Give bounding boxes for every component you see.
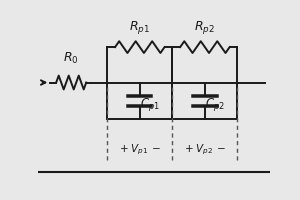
Text: $C_{p2}$: $C_{p2}$ <box>205 96 225 113</box>
Text: $C_{p1}$: $C_{p1}$ <box>140 96 160 113</box>
Text: $R_0$: $R_0$ <box>63 50 79 66</box>
Text: $+\;V_{p2}\;-$: $+\;V_{p2}\;-$ <box>184 143 226 157</box>
Text: $R_{p1}$: $R_{p1}$ <box>129 19 150 36</box>
Text: $+\;V_{p1}\;-$: $+\;V_{p1}\;-$ <box>118 143 161 157</box>
Text: $R_{p2}$: $R_{p2}$ <box>194 19 215 36</box>
